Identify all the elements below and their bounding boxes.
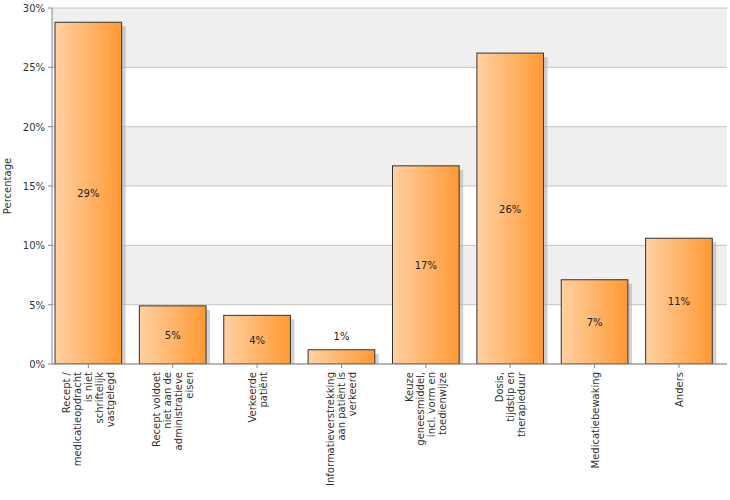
x-tick (257, 364, 258, 368)
x-tick-label-line: Anders (674, 372, 685, 407)
x-tick-label-line: incl. vorm en (426, 372, 437, 437)
bars (55, 22, 716, 364)
x-tick-label-line: Verkeerde (247, 372, 258, 423)
x-tick-label-line: therapieduur (516, 371, 527, 437)
data-label: 4% (249, 335, 265, 346)
x-tick-label-line: Informatieverstrekking (325, 372, 336, 486)
grid-line (52, 67, 727, 68)
bar (308, 350, 375, 364)
x-tick-label: Recept /medicatieopdrachtis nietschrifte… (61, 371, 116, 466)
labels: 29% Recept /medicatieopdrachtis nietschri… (61, 188, 690, 486)
data-label: 5% (165, 330, 181, 341)
x-tick-label-line: tijdstip en (505, 372, 516, 422)
x-tick-label-line: administratieve (173, 372, 184, 450)
bar (477, 53, 544, 364)
x-tick-label-line: patiënt (258, 372, 269, 408)
x-tick-label-line: verkeerd (347, 372, 358, 416)
x-tick (88, 364, 89, 368)
y-tick (48, 8, 52, 9)
data-label: 26% (499, 204, 521, 215)
y-axis (52, 8, 53, 364)
grid-line (52, 8, 727, 9)
data-label: 11% (668, 296, 690, 307)
y-tick (48, 245, 52, 246)
grid-line (52, 245, 727, 246)
y-tick-label: 15% (23, 181, 45, 192)
x-tick-label: Informatieverstrekkingaan patiënt isverk… (325, 372, 358, 486)
bar (561, 280, 628, 364)
y-tick-label: 20% (23, 122, 45, 133)
y-tick (48, 364, 52, 365)
x-tick-label-line: schriftelijk (94, 372, 105, 424)
bar (393, 166, 460, 364)
bar (646, 238, 713, 364)
x-tick-label: Verkeerdepatiënt (247, 372, 269, 423)
x-tick-label-line: toedienwijze (437, 372, 448, 435)
x-tick-label-line: Medicatiebewaking (590, 372, 601, 468)
bar (224, 315, 291, 364)
y-tick (48, 126, 52, 127)
x-tick-label-line: aan patiënt is (336, 372, 347, 441)
x-tick-label-line: niet aan de (162, 372, 173, 429)
grid-line (52, 126, 727, 127)
x-tick (425, 364, 426, 368)
x-tick-label: Anders (674, 372, 685, 407)
y-tick (48, 67, 52, 68)
x-tick-label: Dosis,tijdstip entherapieduur (494, 371, 527, 437)
x-tick-label-line: geneesmiddel, (415, 372, 426, 446)
y-tick-label: 25% (23, 62, 45, 73)
y-tick-label: 0% (29, 359, 45, 370)
y-tick-label: 30% (23, 3, 45, 14)
grid-line (52, 364, 727, 365)
x-tick-label: Recept voldoetniet aan deadministratieve… (151, 372, 195, 450)
x-tick (172, 364, 173, 368)
y-axis-label: Percentage (2, 158, 13, 214)
x-axis (52, 364, 727, 365)
data-label: 29% (77, 188, 99, 199)
x-tick-label: Medicatiebewaking (590, 372, 601, 468)
grid-band (52, 127, 727, 186)
x-tick-label-line: medicatieopdracht (72, 372, 83, 466)
x-tick-label-line: Recept / (61, 371, 72, 413)
bar (55, 22, 122, 364)
data-label: 7% (587, 317, 603, 328)
x-tick-label-line: Dosis, (494, 372, 505, 402)
chart-container: 0% 5% 10% 15% 20% 25% 30% Percentage 29% Recept /… (0, 0, 730, 500)
x-tick (341, 364, 342, 368)
grid-line (52, 186, 727, 187)
x-tick-label-line: eisen (184, 372, 195, 399)
bar (139, 306, 206, 364)
x-tick (594, 364, 595, 368)
x-tick-label-line: is niet (83, 372, 94, 402)
x-tick-label-line: Recept voldoet (151, 372, 162, 447)
chart-svg: 0% 5% 10% 15% 20% 25% 30% Percentage 29% Recept /… (0, 0, 730, 500)
y-tick-label: 5% (29, 300, 45, 311)
x-tick-label-line: vastgelegd (105, 372, 116, 427)
y-tick (48, 304, 52, 305)
x-tick (510, 364, 511, 368)
y-tick (48, 186, 52, 187)
y-tick-label: 10% (23, 240, 45, 251)
data-label: 1% (334, 331, 350, 342)
x-tick-label: Keuzegeneesmiddel,incl. vorm entoedienwi… (404, 372, 448, 446)
x-tick-label-line: Keuze (404, 372, 415, 402)
data-label: 17% (415, 260, 437, 271)
grid-band (52, 8, 727, 67)
x-tick (678, 364, 679, 368)
